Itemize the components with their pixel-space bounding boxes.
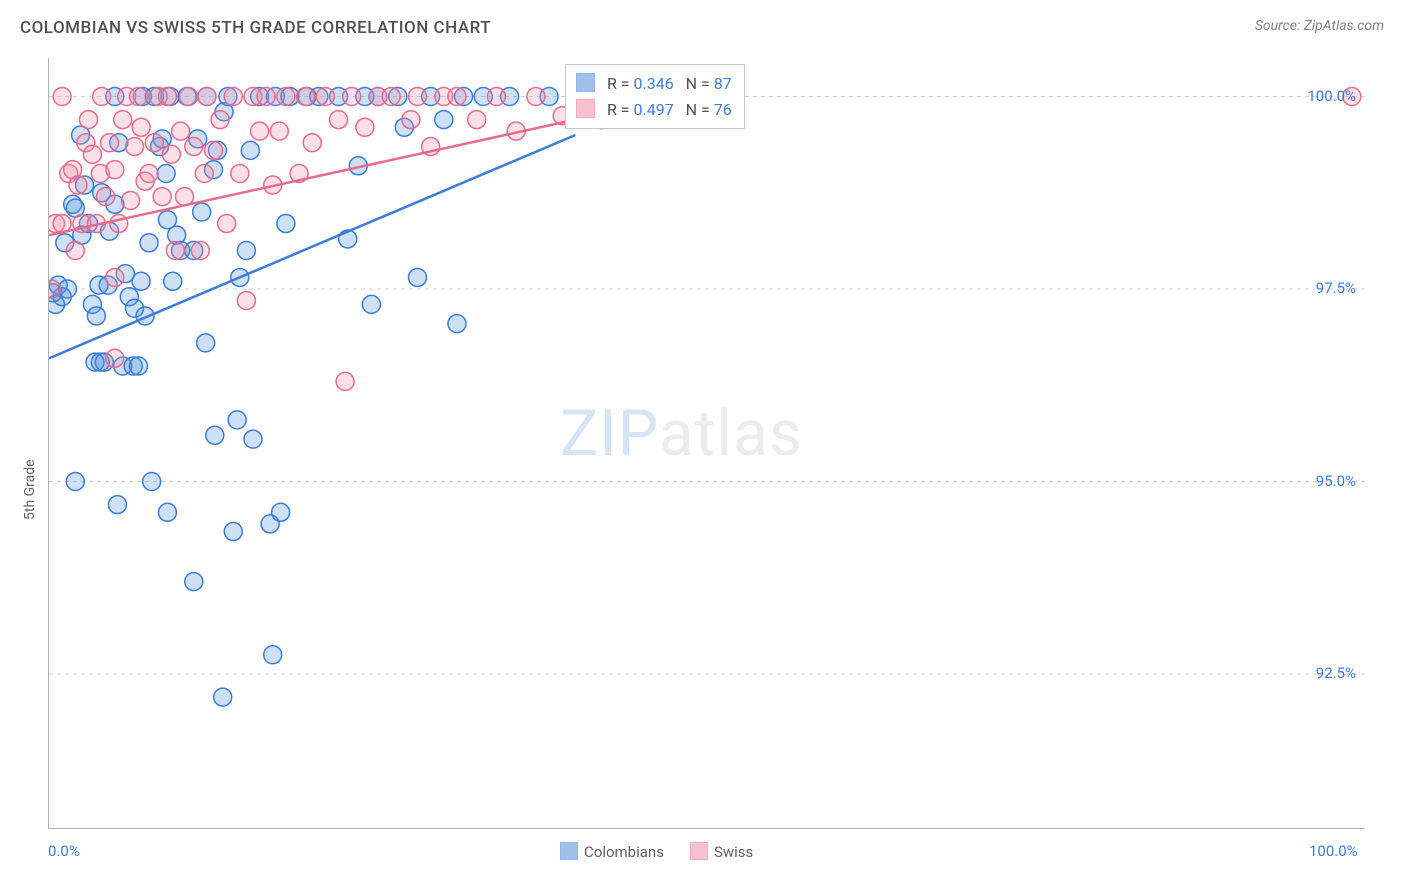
legend-item: Swiss [690, 842, 753, 861]
y-tick-label: 100.0% [1296, 87, 1356, 105]
source-name: ZipAtlas.com [1304, 18, 1384, 34]
stat-swatch [576, 99, 595, 118]
correlation-stats-box: R = 0.346 N = 87 R = 0.497 N = 76 [565, 64, 745, 129]
stat-swatch [576, 73, 595, 92]
source-label: Source: ZipAtlas.com [1255, 18, 1384, 34]
correlation-scatter-chart [48, 58, 1365, 829]
x-tick-label: 0.0% [48, 842, 80, 860]
legend: Colombians Swiss [560, 842, 753, 861]
stat-row: R = 0.497 N = 76 [576, 97, 732, 123]
source-prefix: Source: [1255, 18, 1300, 34]
legend-label: Swiss [714, 843, 753, 861]
y-axis-label: 5th Grade [22, 459, 38, 520]
chart-title: COLOMBIAN VS SWISS 5TH GRADE CORRELATION… [20, 18, 491, 38]
x-tick-label: 100.0% [1309, 842, 1358, 860]
legend-swatch [690, 842, 708, 860]
y-tick-label: 92.5% [1296, 664, 1356, 682]
y-tick-label: 95.0% [1296, 472, 1356, 490]
legend-label: Colombians [584, 843, 664, 861]
legend-swatch [560, 842, 578, 860]
legend-item: Colombians [560, 842, 664, 861]
y-tick-label: 97.5% [1296, 279, 1356, 297]
stat-row: R = 0.346 N = 87 [576, 71, 732, 97]
